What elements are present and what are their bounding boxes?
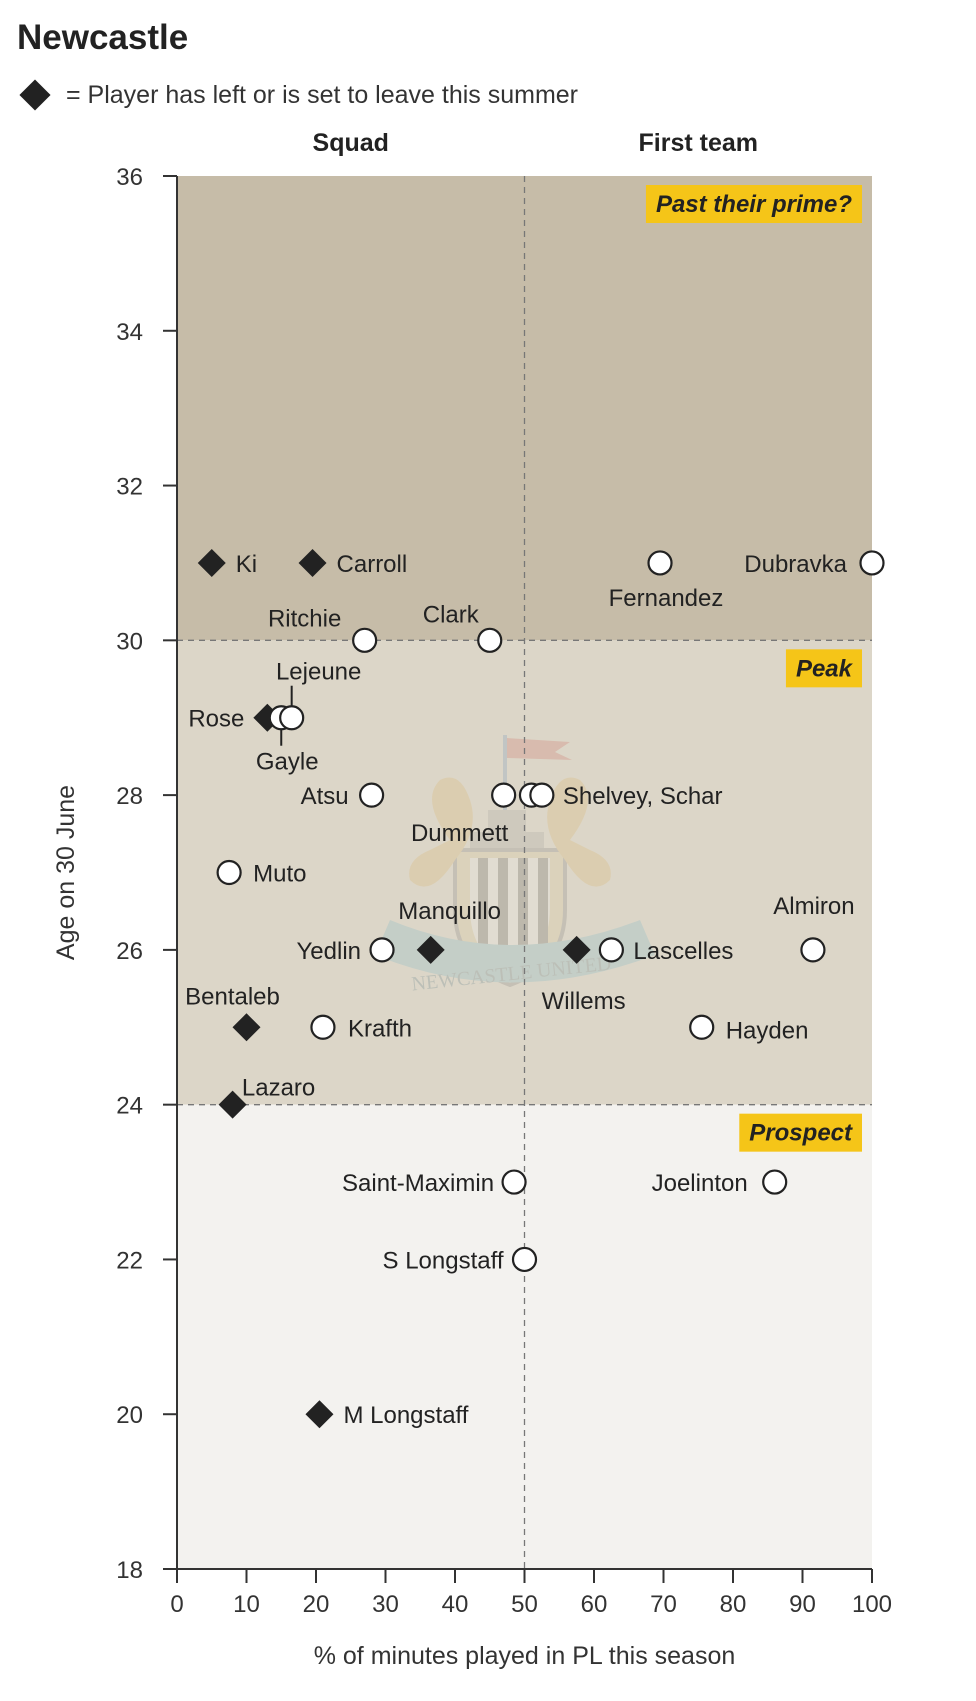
- label-dubravka: Dubravka: [744, 551, 847, 578]
- label-hayden: Hayden: [726, 1017, 809, 1044]
- club-crest-watermark: NEWCASTLE UNITED: [375, 735, 655, 995]
- point-clark: [477, 627, 503, 653]
- point-carroll: [298, 548, 327, 577]
- point-joelinton: [762, 1169, 788, 1195]
- point-s-longstaff: [511, 1246, 538, 1273]
- x-tick-label: 0: [170, 1591, 183, 1618]
- y-tick-label: 26: [116, 938, 143, 965]
- label-lejeune: Lejeune: [276, 659, 361, 686]
- label-lazaro: Lazaro: [242, 1075, 315, 1102]
- zone-badge-text: Past their prime?: [656, 191, 852, 218]
- zone-badge-text: Peak: [796, 655, 854, 682]
- chart-title: Newcastle: [17, 18, 189, 57]
- axes: 18 20 22 24 26 28 30 32 34 36 0 10 20 30 40 50 60 70 80 90 1…: [52, 129, 892, 1670]
- x-tick-label: 90: [789, 1591, 816, 1618]
- point-willems: [562, 935, 591, 964]
- y-tick-label: 20: [116, 1402, 143, 1429]
- label-rose: Rose: [188, 706, 244, 733]
- y-tick-label: 34: [116, 319, 143, 346]
- y-tick-label: 32: [116, 474, 143, 501]
- point-ki: [197, 548, 226, 577]
- label-s-longstaff: S Longstaff: [383, 1247, 504, 1274]
- label-clark: Clark: [423, 601, 480, 628]
- y-tick-label: 24: [116, 1093, 143, 1120]
- zone-badge-3: Prospect: [739, 1113, 862, 1152]
- y-axis-title: Age on 30 June: [52, 785, 80, 960]
- y-tick-label: 28: [116, 783, 143, 810]
- label-ritchie: Ritchie: [268, 605, 341, 632]
- label-joelinton: Joelinton: [652, 1170, 748, 1197]
- point-fernandez: [647, 550, 673, 576]
- x-tick-label: 60: [581, 1591, 608, 1618]
- label-manquillo: Manquillo: [398, 898, 501, 925]
- label-willems: Willems: [542, 988, 626, 1015]
- point-dummett: [491, 782, 517, 808]
- quadrant-label-2: First team: [639, 129, 758, 157]
- zone-badge-1: Past their prime?: [645, 185, 862, 223]
- label-lascelles: Lascelles: [633, 938, 733, 965]
- label-leaders: [280, 685, 293, 746]
- x-tick-label: 20: [303, 1591, 330, 1618]
- zone-badges: Past their prime? Peak Prospect: [645, 185, 862, 1152]
- x-tick-label: 10: [233, 1591, 260, 1618]
- label-shelvey-schar: Shelvey, Schar: [563, 783, 723, 810]
- label-carroll: Carroll: [337, 551, 408, 578]
- label-ki: Ki: [236, 551, 257, 578]
- label-fernandez: Fernandez: [609, 585, 724, 612]
- point-muto: [216, 859, 242, 886]
- zone-badge-text: Prospect: [749, 1120, 853, 1147]
- zone-badge-box: [785, 649, 862, 688]
- point-almiron: [800, 937, 826, 963]
- data-points: [197, 548, 885, 1429]
- point-yedlin: [369, 937, 395, 963]
- point-lejeune: [279, 705, 305, 731]
- zone-badge-2: Peak: [785, 649, 862, 688]
- legend: = Player has left or is set to leave thi…: [17, 78, 578, 112]
- x-tick-label: 30: [372, 1591, 399, 1618]
- label-almiron: Almiron: [773, 893, 854, 920]
- x-tick-label: 40: [442, 1591, 469, 1618]
- zone-badge-box: [739, 1113, 862, 1152]
- label-muto: Muto: [253, 861, 306, 888]
- y-tick-label: 22: [116, 1247, 143, 1274]
- x-tick-label: 100: [852, 1591, 892, 1618]
- legend-text: = Player has left or is set to leave thi…: [66, 80, 579, 109]
- quadrant-label-1: Squad: [313, 129, 389, 157]
- point-schar: [529, 782, 555, 808]
- label-yedlin: Yedlin: [297, 938, 362, 965]
- x-axis-title: % of minutes played in PL this season: [314, 1642, 736, 1670]
- point-krafth: [310, 1014, 336, 1040]
- x-tick-label: 70: [650, 1591, 677, 1618]
- point-dubravka: [859, 550, 885, 576]
- point-atsu: [359, 782, 385, 808]
- point-ritchie: [352, 627, 378, 653]
- label-saint-maximin: Saint-Maximin: [342, 1170, 494, 1197]
- point-lascelles: [598, 937, 624, 963]
- label-gayle: Gayle: [256, 749, 319, 776]
- point-m-longstaff: [305, 1400, 334, 1429]
- point-bentaleb: [232, 1013, 261, 1042]
- point-hayden: [689, 1014, 715, 1040]
- label-atsu: Atsu: [301, 783, 349, 810]
- point-manquillo: [416, 935, 445, 964]
- x-tick-label: 50: [511, 1591, 538, 1618]
- point-lazaro: [218, 1090, 247, 1119]
- y-tick-label: 36: [116, 164, 143, 191]
- point-saint-maximin: [501, 1169, 527, 1195]
- label-dummett: Dummett: [411, 820, 509, 847]
- y-tick-label: 30: [116, 628, 143, 655]
- gridlines: [177, 176, 872, 1569]
- label-m-longstaff: M Longstaff: [343, 1402, 468, 1429]
- label-bentaleb: Bentaleb: [185, 983, 280, 1010]
- point-labels: Ki Carroll Fernandez Dubravka Ritchie Clark Ro…: [185, 551, 854, 1429]
- y-tick-label: 18: [116, 1557, 143, 1584]
- x-tick-label: 80: [720, 1591, 747, 1618]
- label-krafth: Krafth: [348, 1015, 412, 1042]
- zone-badge-box: [645, 185, 862, 223]
